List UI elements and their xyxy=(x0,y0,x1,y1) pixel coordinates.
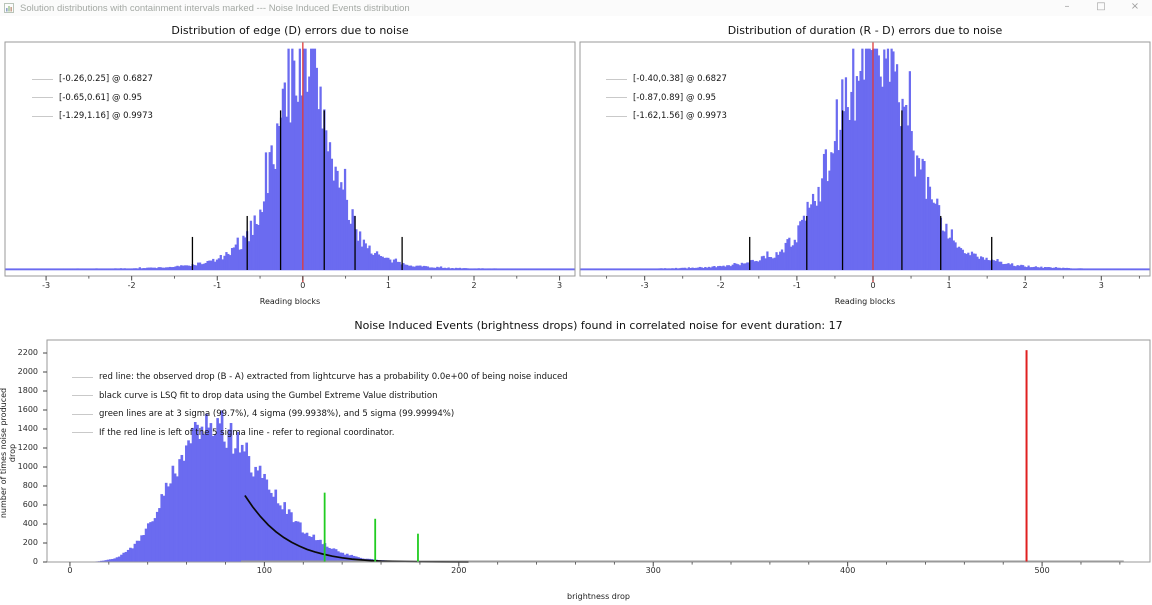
x-tick-label: 200 xyxy=(451,566,467,575)
legend-line-icon xyxy=(606,78,627,80)
events-legend: red line: the observed drop (B - A) extr… xyxy=(72,369,568,443)
x-tick-label: 1 xyxy=(385,281,391,290)
minimize-button[interactable]: – xyxy=(1064,1,1070,12)
y-tick-label: 200 xyxy=(22,538,38,547)
x-tick-label: 0 xyxy=(870,281,876,290)
legend-label: [-0.65,0.61] @ 0.95 xyxy=(59,92,143,103)
legend-item-2: [-1.62,1.56] @ 0.9973 xyxy=(606,108,727,124)
legend-item-2: [-1.29,1.16] @ 0.9973 xyxy=(32,108,153,124)
app-icon xyxy=(4,3,14,13)
legend-item-2: green lines are at 3 sigma (99.7%), 4 si… xyxy=(72,406,568,422)
y-tick-label: 0 xyxy=(32,557,38,566)
window-title: Solution distributions with containment … xyxy=(20,2,410,14)
x-tick-label: -1 xyxy=(213,281,222,290)
legend-item-0: [-0.26,0.25] @ 0.6827 xyxy=(32,71,153,87)
legend-line-icon xyxy=(72,413,93,415)
y-tick-label: 2200 xyxy=(17,348,38,357)
x-tick-label: -1 xyxy=(792,281,801,290)
legend-item-1: [-0.87,0.89] @ 0.95 xyxy=(606,90,727,106)
x-tick-label: 400 xyxy=(840,566,856,575)
legend-item-0: red line: the observed drop (B - A) extr… xyxy=(72,369,568,385)
legend-label: red line: the observed drop (B - A) extr… xyxy=(99,372,568,382)
legend-label: [-0.87,0.89] @ 0.95 xyxy=(633,92,717,103)
close-button[interactable]: × xyxy=(1130,1,1140,12)
legend-item-1: [-0.65,0.61] @ 0.95 xyxy=(32,90,153,106)
legend-line-icon xyxy=(72,376,93,378)
legend-label: [-1.29,1.16] @ 0.9973 xyxy=(59,111,153,121)
legend-item-1: black curve is LSQ fit to drop data usin… xyxy=(72,388,568,404)
legend-label: black curve is LSQ fit to drop data usin… xyxy=(99,390,438,401)
y-tick-label: 1000 xyxy=(17,462,38,471)
legend-line-icon xyxy=(72,395,93,396)
y-tick-label: 400 xyxy=(22,519,38,528)
edge-errors-title: Distribution of edge (D) errors due to n… xyxy=(171,24,409,37)
duration-errors-legend: [-0.40,0.38] @ 0.6827 [-0.87,0.89] @ 0.95… xyxy=(606,71,727,127)
duration-errors-title: Distribution of duration (R - D) errors … xyxy=(727,24,1003,37)
window-titlebar: Solution distributions with containment … xyxy=(0,0,1152,16)
window-controls: – □ × xyxy=(1050,0,1152,16)
legend-label: [-0.40,0.38] @ 0.6827 xyxy=(633,74,727,84)
events-plot xyxy=(43,339,1151,567)
y-tick-label: 1200 xyxy=(17,443,38,452)
legend-item-3: If the red line is left of the 5 sigma l… xyxy=(72,425,568,441)
legend-line-icon xyxy=(72,432,93,433)
x-tick-label: 100 xyxy=(256,566,272,575)
duration-errors-plot xyxy=(579,41,1151,282)
x-tick-label: -2 xyxy=(716,281,725,290)
x-tick-label: 3 xyxy=(1098,281,1104,290)
legend-line-icon xyxy=(606,115,627,117)
x-tick-label: -3 xyxy=(640,281,649,290)
legend-item-0: [-0.40,0.38] @ 0.6827 xyxy=(606,71,727,87)
legend-label: [-1.62,1.56] @ 0.9973 xyxy=(633,111,727,121)
legend-label: green lines are at 3 sigma (99.7%), 4 si… xyxy=(99,409,455,419)
x-tick-label: 2 xyxy=(471,281,477,290)
x-tick-label: -2 xyxy=(127,281,136,290)
x-tick-label: 300 xyxy=(645,566,661,575)
legend-line-icon xyxy=(606,97,627,98)
y-tick-label: 1800 xyxy=(17,386,38,395)
legend-line-icon xyxy=(32,97,53,98)
y-tick-label: 1400 xyxy=(17,424,38,433)
edge-errors-legend: [-0.26,0.25] @ 0.6827 [-0.65,0.61] @ 0.95… xyxy=(32,71,153,127)
events-x-axis-label: brightness drop xyxy=(567,592,630,601)
maximize-button[interactable]: □ xyxy=(1096,1,1106,12)
legend-label: [-0.26,0.25] @ 0.6827 xyxy=(59,74,153,84)
edge-errors-plot xyxy=(4,41,576,282)
y-tick-label: 800 xyxy=(22,481,38,490)
y-tick-label: 1600 xyxy=(17,405,38,414)
x-tick-label: 1 xyxy=(946,281,952,290)
x-tick-label: 500 xyxy=(1034,566,1050,575)
legend-line-icon xyxy=(32,115,53,117)
x-tick-label: 3 xyxy=(557,281,563,290)
y-tick-label: 600 xyxy=(22,500,38,509)
legend-label: If the red line is left of the 5 sigma l… xyxy=(99,427,395,438)
x-tick-label: 2 xyxy=(1022,281,1028,290)
legend-line-icon xyxy=(32,78,53,80)
y-tick-label: 2000 xyxy=(17,367,38,376)
events-title: Noise Induced Events (brightness drops) … xyxy=(354,319,843,332)
x-tick-label: 0 xyxy=(67,566,73,575)
x-tick-label: -3 xyxy=(42,281,51,290)
duration-errors-x-axis-label: Reading blocks xyxy=(834,297,896,306)
x-tick-label: 0 xyxy=(300,281,306,290)
edge-errors-x-axis-label: Reading blocks xyxy=(259,297,321,306)
